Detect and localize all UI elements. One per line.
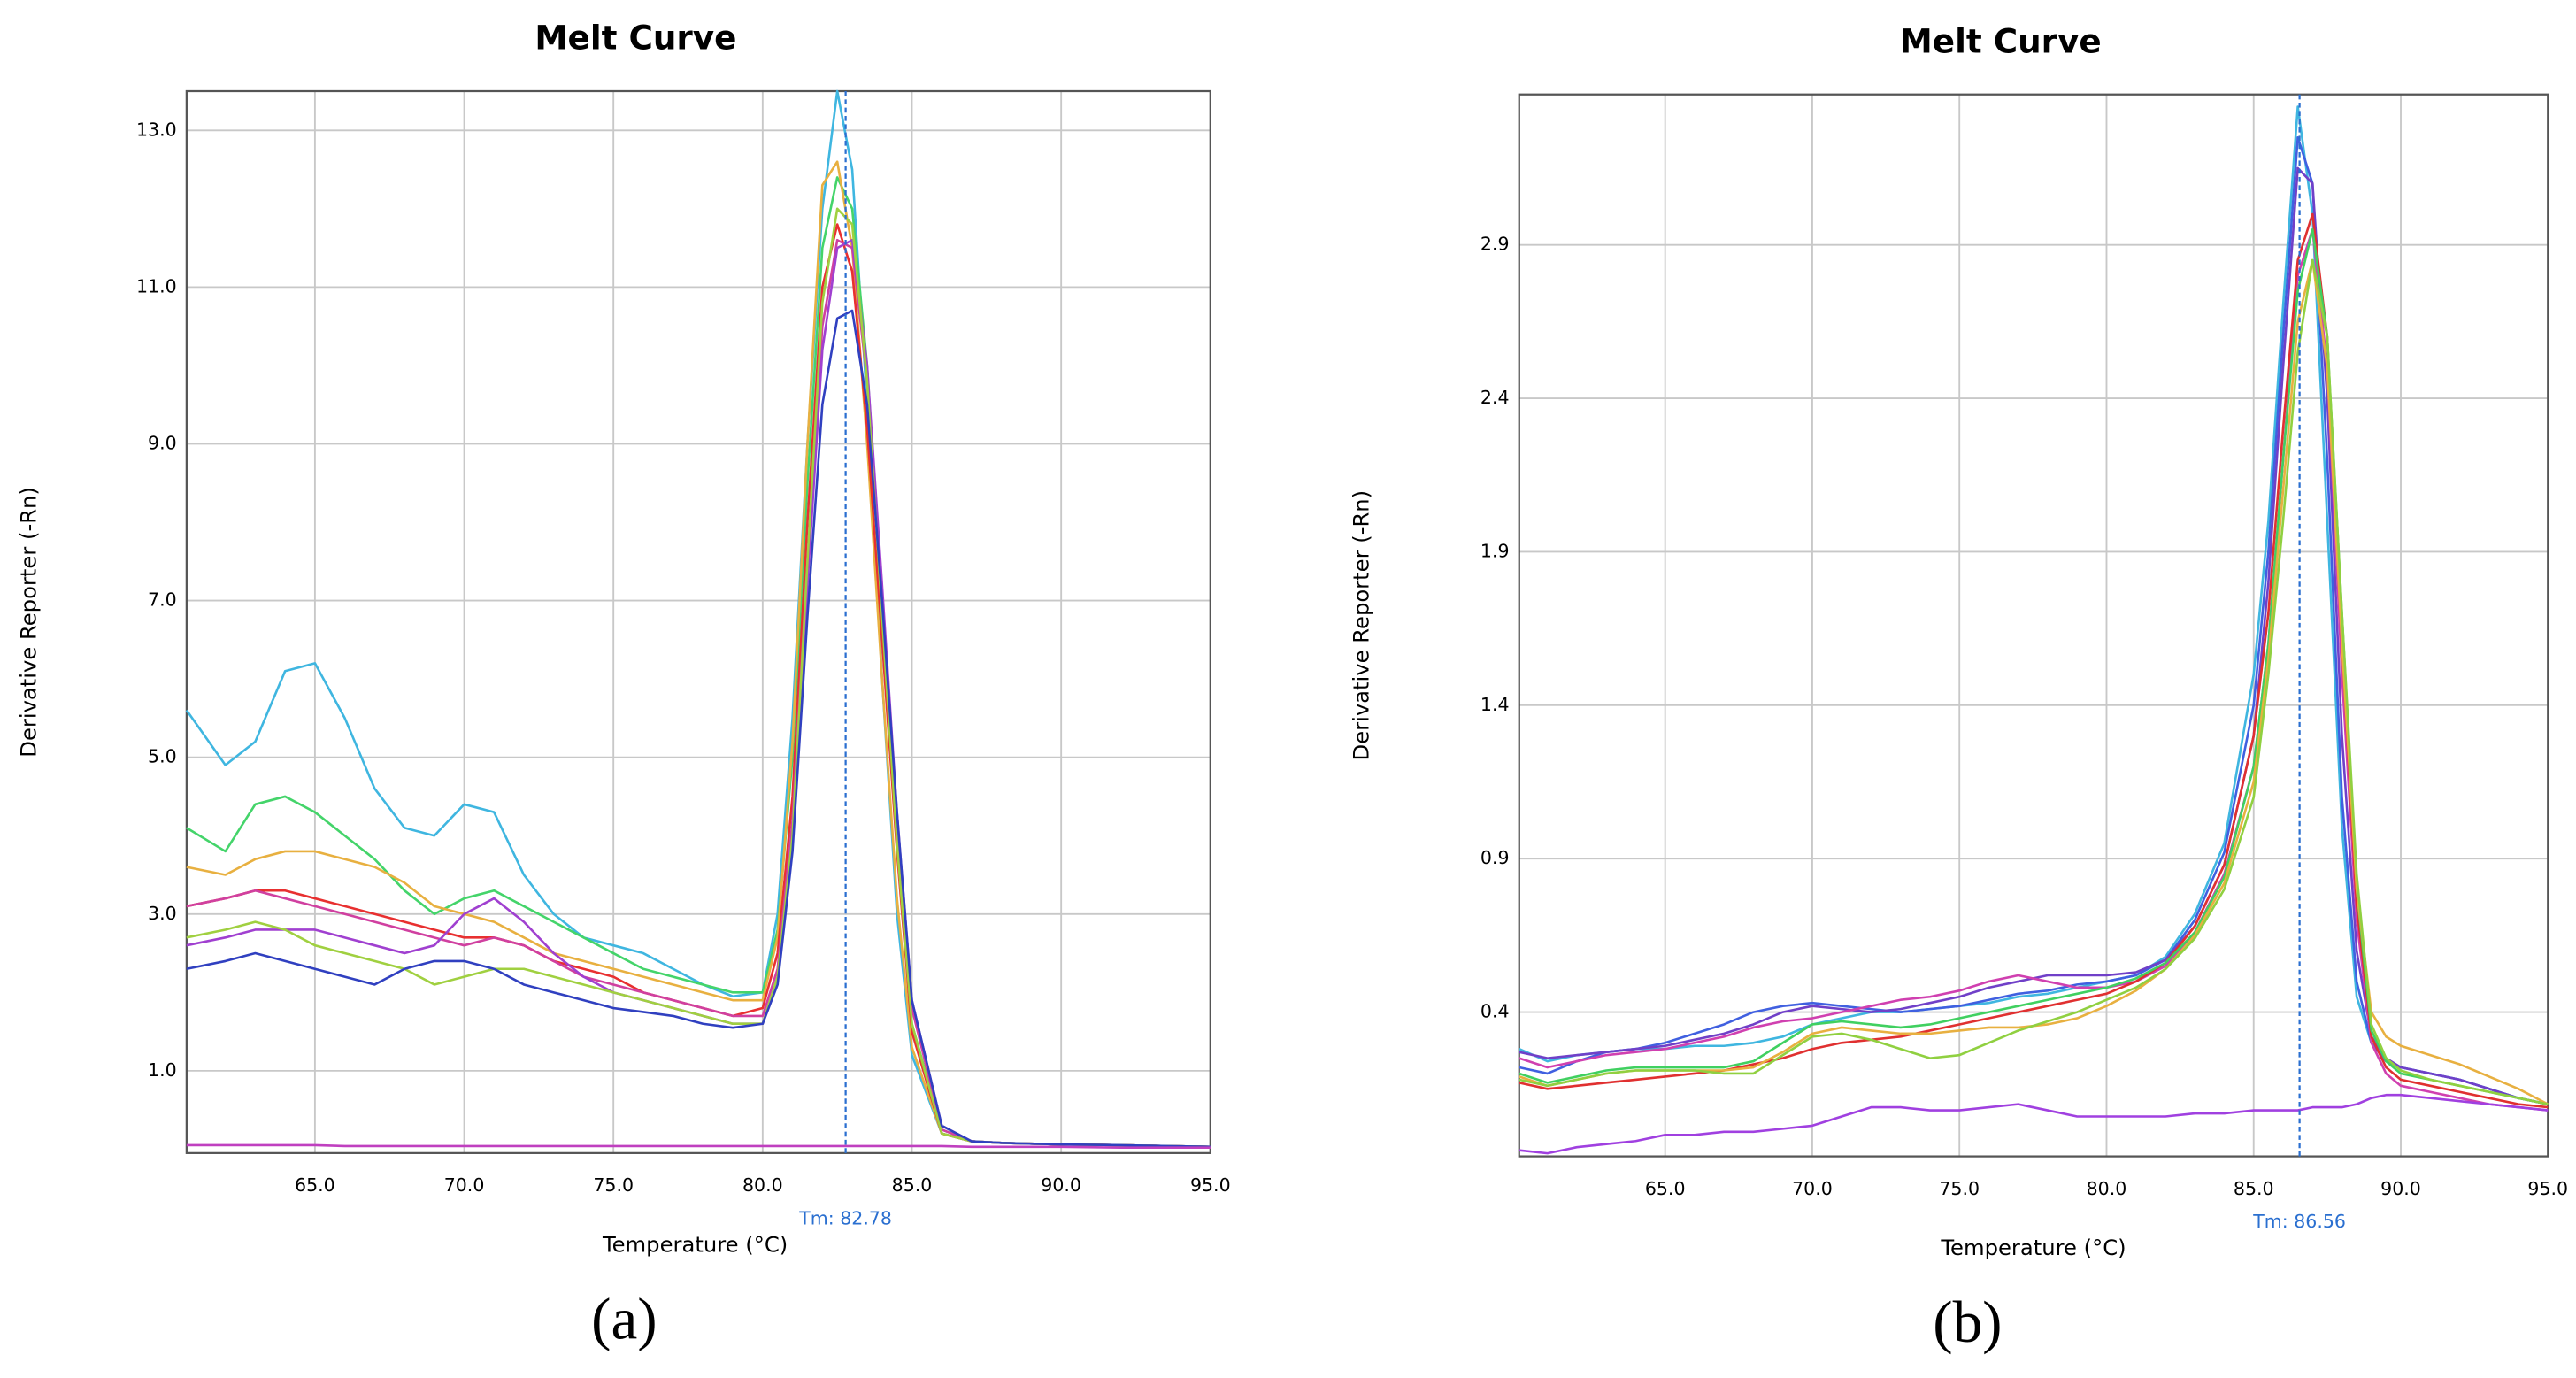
y-tick-label: 9.0: [148, 432, 177, 453]
panel-caption: (b): [1933, 1289, 2002, 1355]
y-tick-label: 13.0: [136, 119, 177, 140]
plot-frame: [1518, 93, 2549, 1158]
y-axis-label: Derivative Reporter (-Rn): [1348, 490, 1373, 761]
plot-frame: [185, 89, 1211, 1154]
y-tick-label: 0.4: [1480, 1001, 1510, 1022]
y-tick-label: 5.0: [148, 746, 177, 767]
tm-label: Tm: 82.78: [798, 1207, 892, 1228]
y-tick-label: 1.4: [1480, 694, 1510, 715]
chart-title: Melt Curve: [534, 19, 736, 58]
melt-curve: [186, 207, 1211, 1149]
x-tick-label: 70.0: [444, 1174, 485, 1196]
melt-curve: [1519, 258, 2549, 1105]
x-tick-label: 90.0: [2380, 1178, 2421, 1199]
y-tick-label: 7.0: [148, 589, 177, 611]
x-tick-label: 85.0: [2234, 1178, 2274, 1199]
x-tick-label: 85.0: [892, 1174, 933, 1196]
x-axis-label: Temperature (°C): [602, 1231, 788, 1257]
melt-curve: [1519, 258, 2549, 1105]
x-tick-label: 75.0: [1939, 1178, 1980, 1199]
panel-caption: (a): [591, 1285, 657, 1351]
y-tick-label: 2.4: [1480, 387, 1510, 408]
x-tick-label: 65.0: [1645, 1178, 1686, 1199]
y-tick-label: 0.9: [1480, 847, 1510, 868]
x-axis-label: Temperature (°C): [1940, 1235, 2126, 1260]
y-tick-label: 1.0: [148, 1059, 177, 1081]
melt-curve: [186, 160, 1211, 1149]
y-axis-label: Derivative Reporter (-Rn): [16, 487, 42, 758]
plot-area: [1519, 94, 2549, 1157]
x-tick-label: 65.0: [295, 1174, 335, 1196]
melt-curve: [186, 1143, 1211, 1149]
melt-curve: [186, 309, 1211, 1149]
x-tick-label: 90.0: [1041, 1174, 1081, 1196]
melt-curve: [185, 89, 1211, 1149]
y-tick-label: 1.9: [1480, 540, 1510, 561]
chart-title: Melt Curve: [1900, 21, 2102, 60]
tm-label: Tm: 86.56: [2252, 1211, 2346, 1232]
x-tick-label: 95.0: [2527, 1178, 2568, 1199]
x-tick-label: 80.0: [2087, 1178, 2127, 1199]
x-tick-label: 70.0: [1792, 1178, 1833, 1199]
x-tick-label: 95.0: [1190, 1174, 1231, 1196]
plot-area: [186, 90, 1211, 1153]
y-tick-label: 11.0: [136, 275, 177, 296]
melt-curve: [1519, 228, 2549, 1105]
y-tick-label: 2.9: [1480, 234, 1510, 255]
melt-curve: [1519, 1093, 2549, 1155]
x-tick-label: 80.0: [742, 1174, 783, 1196]
melt-curve: [186, 238, 1211, 1149]
x-tick-label: 75.0: [593, 1174, 634, 1196]
melt-curve: [1519, 166, 2549, 1105]
y-tick-label: 3.0: [148, 903, 177, 924]
